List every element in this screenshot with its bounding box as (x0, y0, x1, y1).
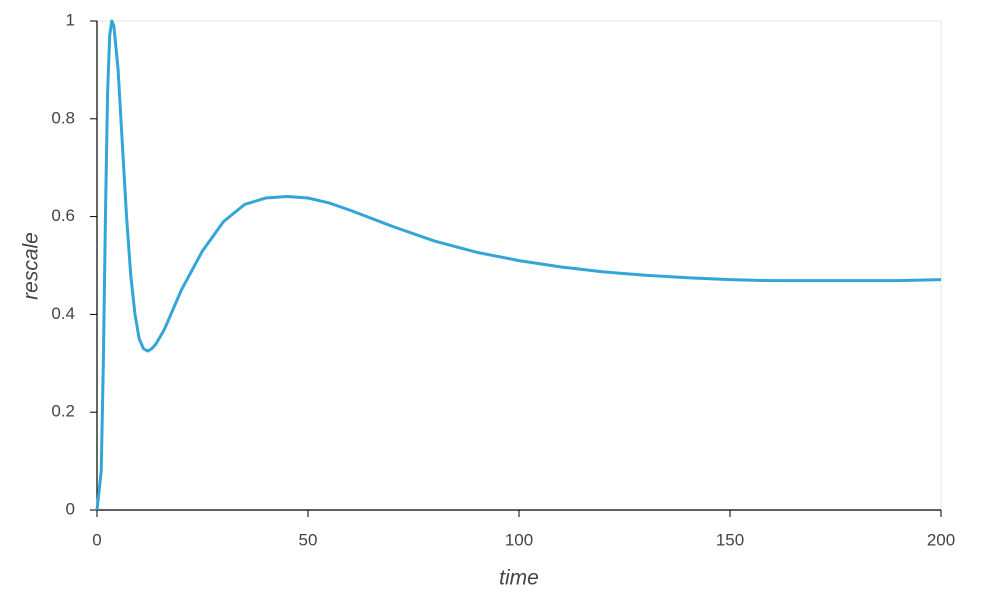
plot-frame (96, 20, 942, 511)
x-tick-label: 150 (716, 530, 744, 549)
y-tick-label: 0 (66, 499, 75, 518)
x-tick-label: 50 (299, 530, 318, 549)
y-tick-label: 0.2 (51, 402, 75, 421)
y-axis-label: rescale (20, 232, 43, 300)
line (95, 19, 942, 511)
x-tick-label: 100 (505, 530, 533, 549)
x-axis-label: time (499, 567, 539, 590)
x-tick-label: 0 (92, 530, 101, 549)
x-tick-label: 200 (927, 530, 955, 549)
y-tick-label: 0.6 (51, 206, 75, 225)
y-tick-label: 0.4 (51, 304, 75, 323)
y-tick-label: 1 (66, 10, 75, 29)
y-tick-label: 0.8 (51, 108, 75, 127)
